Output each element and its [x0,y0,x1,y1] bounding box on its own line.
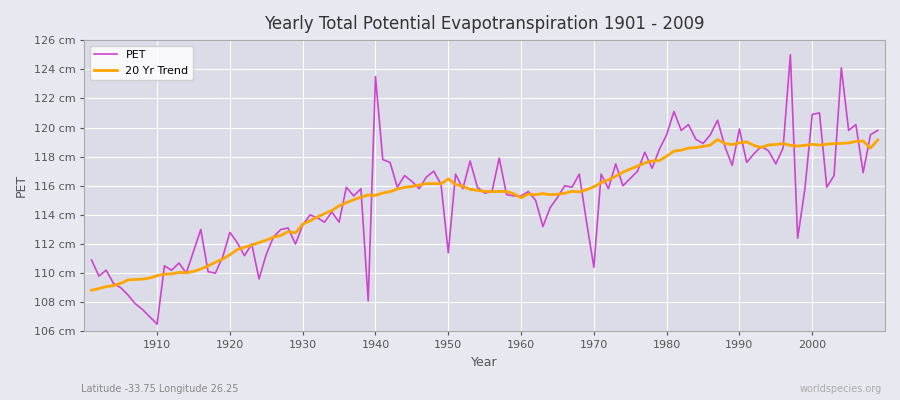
20 Yr Trend [603,178,614,182]
PET [785,52,796,57]
PET [610,162,621,166]
Text: worldspecies.org: worldspecies.org [800,384,882,394]
Line: PET: PET [92,55,878,324]
X-axis label: Year: Year [472,356,498,369]
20 Yr Trend [304,218,315,223]
Title: Yearly Total Potential Evapotranspiration 1901 - 2009: Yearly Total Potential Evapotranspiratio… [265,15,705,33]
Text: Latitude -33.75 Longitude 26.25: Latitude -33.75 Longitude 26.25 [81,384,239,394]
PET [872,128,883,133]
Line: 20 Yr Trend: 20 Yr Trend [92,140,878,290]
20 Yr Trend [144,276,155,280]
20 Yr Trend [348,198,359,202]
20 Yr Trend [712,137,723,142]
PET [356,186,366,191]
PET [86,258,97,262]
Legend: PET, 20 Yr Trend: PET, 20 Yr Trend [90,46,193,80]
20 Yr Trend [872,138,883,142]
PET [516,194,526,198]
PET [523,189,534,194]
PET [312,216,323,220]
PET [144,314,155,319]
20 Yr Trend [86,288,97,293]
20 Yr Trend [508,192,519,196]
Y-axis label: PET: PET [15,174,28,197]
20 Yr Trend [516,195,526,200]
PET [152,322,163,326]
